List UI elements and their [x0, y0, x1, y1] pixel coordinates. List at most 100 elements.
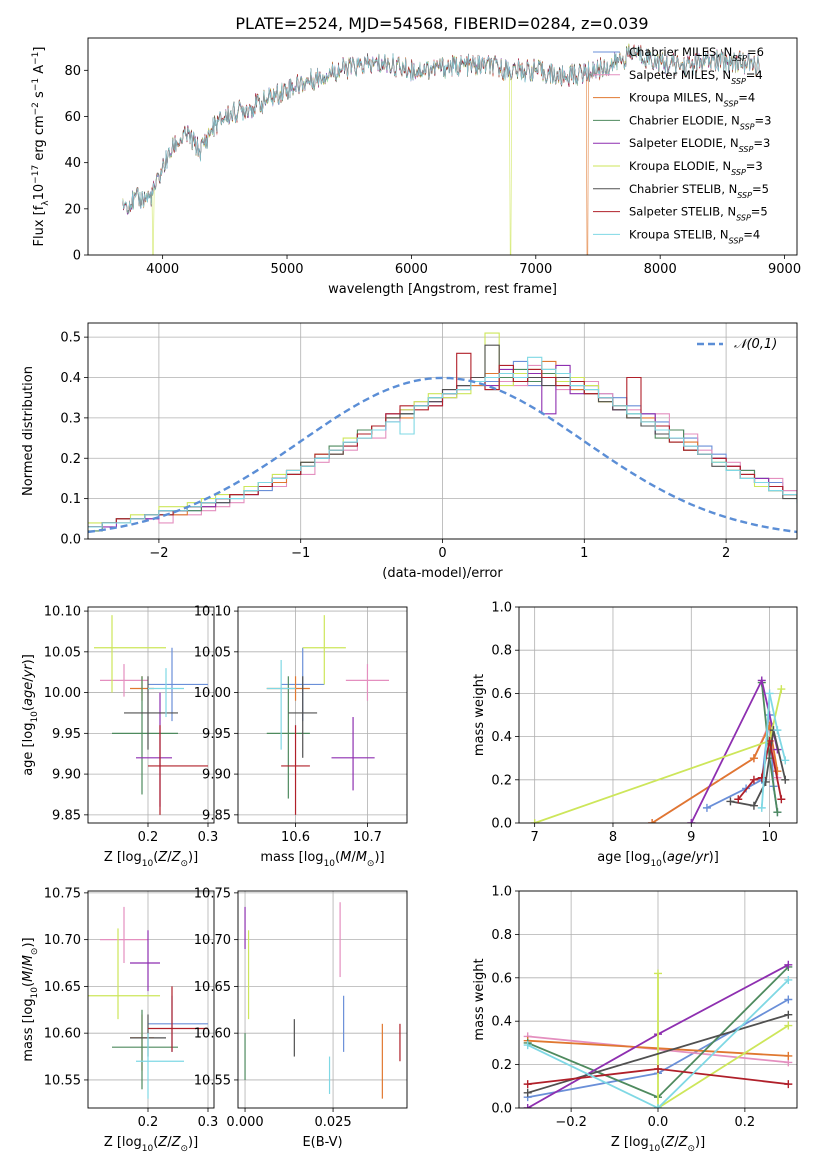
y-tick-label: 10.00: [194, 686, 231, 701]
y-tick-label: 0.8: [491, 928, 512, 943]
y-tick-label: 1.0: [491, 601, 512, 616]
mass-weight-marker: [784, 960, 793, 969]
mass-weight-marker: [523, 1041, 532, 1050]
legend-entry: Kroupa STELIB, NSSP=4: [629, 227, 760, 245]
x-tick-label: 0.3: [198, 1115, 219, 1130]
legend-entry: Chabrier STELIB, NSSP=5: [629, 182, 769, 200]
y-axis-label: age [log10(age/yr)]: [21, 654, 40, 776]
x-tick-label: 5000: [270, 262, 303, 277]
mass-weight-line: [534, 688, 783, 823]
x-tick-label: 0.0: [648, 1115, 669, 1130]
legend-entry: Salpeter STELIB, NSSP=5: [629, 205, 768, 223]
axes-frame: [237, 890, 408, 1109]
errorbar-point: [94, 615, 166, 693]
x-tick-label: 0.2: [735, 1115, 756, 1130]
y-tick-label: 10.65: [194, 980, 231, 995]
y-axis-label: mass weight: [472, 674, 487, 756]
y-axis-label: mass weight: [472, 958, 487, 1040]
errorbar-point: [266, 676, 310, 799]
legend-entry: Chabrier MILES, NSSP=6: [629, 45, 764, 63]
mass-weight-marker: [654, 969, 662, 978]
x-axis-label: Z [log10(Z/Z⊙)]: [104, 1135, 198, 1154]
mass-weight-marker: [654, 1104, 662, 1108]
mass-weight-marker: [784, 995, 793, 1004]
mass-weight-marker: [687, 819, 696, 823]
y-tick-label: 10.55: [44, 1073, 81, 1088]
mass-weight-marker: [781, 775, 790, 784]
panel-spectrum: 4000 5000 6000 7000 8000 9000 0 20 40 60 80 wavelen…: [31, 37, 801, 297]
mass-weight-marker: [749, 801, 758, 810]
x-tick-label: 8: [609, 830, 617, 845]
y-tick-label: 10.05: [194, 645, 231, 660]
x-tick-label: 0.025: [314, 1115, 351, 1130]
y-tick-label: 0: [73, 249, 81, 264]
y-tick-label: 9.95: [202, 727, 231, 742]
x-axis-label: mass [log10(M/M⊙)]: [260, 850, 384, 869]
y-tick-label: 0.5: [60, 331, 81, 346]
mass-weight-line: [527, 979, 789, 1108]
x-tick-label: −2: [149, 546, 168, 561]
errorbar-point: [148, 995, 208, 1052]
errorbar-point: [100, 906, 148, 964]
mass-weight-marker: [784, 1021, 793, 1030]
y-tick-label: 0.0: [491, 817, 512, 832]
y-tick-label: 10.00: [44, 686, 81, 701]
y-tick-label: 0.8: [491, 644, 512, 659]
x-tick-label: 0: [438, 546, 446, 561]
y-tick-label: 10.10: [44, 605, 81, 620]
y-tick-label: 10.65: [44, 980, 81, 995]
mass-weight-marker: [784, 1080, 793, 1089]
x-tick-label: 7: [531, 830, 539, 845]
x-tick-label: 0.000: [226, 1115, 263, 1130]
mass-weight-marker: [757, 676, 766, 685]
x-axis-label: Z [log10(Z/Z⊙)]: [104, 850, 198, 869]
histogram-step: [88, 332, 797, 524]
y-tick-label: 0.6: [491, 971, 512, 986]
panel-massweight-vs-Z: −0.2 0.0 0.2 0.0 0.2 0.4 0.6 0.8 1.0 Z [log10(Z/Z…: [472, 885, 798, 1154]
gaussian-reference: [88, 376, 797, 534]
errorbar-point: [112, 1009, 178, 1090]
y-tick-label: 9.90: [202, 768, 231, 783]
mass-weight-marker: [749, 775, 758, 784]
x-axis-label: age [log10(age/yr)]: [597, 850, 719, 869]
errorbar-point: [124, 676, 178, 750]
errorbar-point: [112, 676, 178, 795]
axes-frame: [87, 606, 215, 824]
mass-weight-line: [760, 693, 787, 808]
y-tick-label: 9.90: [52, 768, 81, 783]
histogram-step: [88, 352, 797, 528]
y-tick-label: 9.95: [52, 727, 81, 742]
x-tick-label: 6000: [395, 262, 428, 277]
x-axis-label: (data-model)/error: [382, 566, 503, 581]
axes-frame: [87, 890, 215, 1109]
axes-frame: [87, 37, 798, 256]
y-tick-label: 10.05: [44, 645, 81, 660]
x-tick-label: 8000: [644, 262, 677, 277]
mass-weight-marker: [523, 1104, 532, 1108]
y-tick-label: 0.1: [60, 492, 81, 507]
legend-entry: Salpeter ELODIE, NSSP=3: [629, 136, 770, 154]
axes-frame: [237, 606, 408, 824]
x-axis-label: Z [log10(Z/Z⊙)]: [611, 1135, 705, 1154]
mass-weight-line: [657, 973, 789, 1108]
x-tick-label: 4000: [146, 262, 179, 277]
legend-entry: 𝒩(0,1): [734, 337, 777, 352]
legend-entry: Kroupa ELODIE, NSSP=3: [629, 159, 763, 177]
legend-entry: Kroupa MILES, NSSP=4: [629, 91, 755, 109]
y-tick-label: 10.75: [194, 886, 231, 901]
y-tick-label: 10.10: [194, 605, 231, 620]
panel-mass-vs-Z: 0.2 0.3 10.55 10.60 10.65 10.70 10.75 Z [log10(…: [21, 886, 218, 1154]
panel-massweight-vs-age: 7 8 9 10 0.0 0.2 0.4 0.6 0.8 1.0 age [log10(age/yr…: [472, 601, 798, 869]
legend-entry: Salpeter MILES, NSSP=4: [629, 68, 763, 86]
y-tick-label: 10.60: [194, 1027, 231, 1042]
y-tick-label: 0.0: [60, 533, 81, 548]
mass-weight-marker: [784, 975, 793, 984]
panels: 4000 5000 6000 7000 8000 9000020406080wavelen…: [21, 37, 801, 1154]
spectrum-line: [122, 46, 760, 215]
y-tick-label: 60: [64, 110, 81, 125]
histogram-step: [88, 356, 797, 528]
errorbar-point: [88, 928, 160, 1020]
y-tick-label: 0.0: [491, 1102, 512, 1117]
y-tick-label: 40: [64, 156, 81, 171]
